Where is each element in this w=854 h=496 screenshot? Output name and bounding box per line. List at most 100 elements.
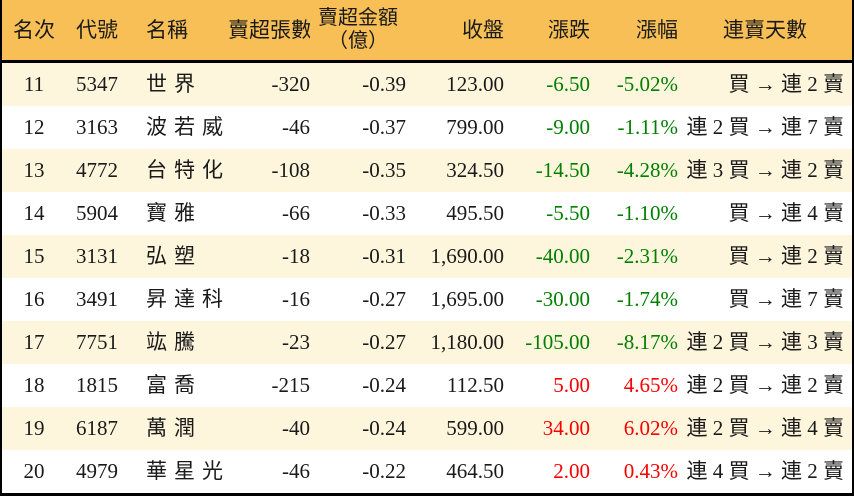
cell-change-pct: -1.74% <box>616 287 678 311</box>
cell-code: 4772 <box>76 158 118 182</box>
cell-streak: 買 → 連 2 賣 <box>728 72 845 96</box>
cell-rank: 11 <box>23 72 45 96</box>
cell-change: -30.00 <box>535 287 590 311</box>
cell-streak: 連 4 買 → 連 2 賣 <box>686 459 845 483</box>
cell-streak: 買 → 連 2 賣 <box>728 244 845 268</box>
cell-streak: 連 2 買 → 連 7 賣 <box>686 115 845 139</box>
header-change-pct: 漲幅 <box>636 18 678 42</box>
header-sell-volume: 賣超張數 <box>228 18 310 42</box>
cell-close: 1,690.00 <box>430 244 505 268</box>
cell-sell-volume: -215 <box>271 373 311 397</box>
table-header: 名次 代號 名稱 賣超張數 賣超金額 （億） 收盤 漲跌 漲幅 連賣天數 <box>2 0 852 63</box>
cell-sell-volume: -46 <box>282 115 310 139</box>
cell-change-pct: -2.31% <box>616 244 678 268</box>
cell-name: 華星光 <box>146 459 228 483</box>
header-close: 收盤 <box>462 18 504 42</box>
cell-sell-volume: -108 <box>271 158 311 182</box>
header-streak: 連賣天數 <box>723 18 807 42</box>
cell-close: 799.00 <box>446 115 504 139</box>
cell-streak: 連 2 買 → 連 2 賣 <box>686 373 845 397</box>
cell-sell-amount: -0.24 <box>362 416 406 440</box>
cell-sell-amount: -0.27 <box>362 287 406 311</box>
cell-sell-volume: -23 <box>282 330 310 354</box>
cell-change-pct: -1.11% <box>617 115 678 139</box>
cell-change: 2.00 <box>553 459 590 483</box>
cell-change-pct: 6.02% <box>623 416 678 440</box>
table-row: 20 4979 華星光 -46 -0.22 464.50 2.00 0.43% … <box>2 450 852 493</box>
table-row: 19 6187 萬潤 -40 -0.24 599.00 34.00 6.02% … <box>2 407 852 450</box>
header-name: 名稱 <box>146 18 188 42</box>
cell-change: -40.00 <box>535 244 590 268</box>
header-code: 代號 <box>76 18 118 42</box>
cell-code: 1815 <box>76 373 118 397</box>
cell-rank: 12 <box>23 115 45 139</box>
cell-rank: 18 <box>23 373 45 397</box>
cell-change: -5.50 <box>546 201 590 225</box>
cell-streak: 買 → 連 7 賣 <box>728 287 845 311</box>
cell-change: 34.00 <box>542 416 590 440</box>
cell-close: 112.50 <box>447 373 504 397</box>
table-row: 12 3163 波若威 -46 -0.37 799.00 -9.00 -1.11… <box>2 106 852 149</box>
cell-close: 599.00 <box>446 416 504 440</box>
header-change: 漲跌 <box>548 18 590 42</box>
table-row: 18 1815 富喬 -215 -0.24 112.50 5.00 4.65% … <box>2 364 852 407</box>
cell-change: 5.00 <box>553 373 590 397</box>
table-row: 14 5904 寶雅 -66 -0.33 495.50 -5.50 -1.10%… <box>2 192 852 235</box>
header-sell-amount-line1: 賣超金額 <box>318 7 398 29</box>
cell-name: 台特化 <box>146 158 228 182</box>
cell-close: 1,695.00 <box>430 287 505 311</box>
header-sell-amount: 賣超金額 （億） <box>310 0 406 60</box>
cell-sell-volume: -66 <box>282 201 310 225</box>
cell-sell-volume: -320 <box>271 72 311 96</box>
cell-rank: 19 <box>23 416 45 440</box>
cell-code: 6187 <box>76 416 118 440</box>
cell-change: -105.00 <box>525 330 590 354</box>
table-row: 15 3131 弘塑 -18 -0.31 1,690.00 -40.00 -2.… <box>2 235 852 278</box>
header-rank: 名次 <box>13 18 55 42</box>
cell-sell-amount: -0.27 <box>362 330 406 354</box>
cell-sell-amount: -0.35 <box>362 158 406 182</box>
cell-rank: 16 <box>23 287 45 311</box>
table-row: 17 7751 竑騰 -23 -0.27 1,180.00 -105.00 -8… <box>2 321 852 364</box>
cell-code: 7751 <box>76 330 118 354</box>
cell-name: 萬潤 <box>146 416 202 440</box>
cell-code: 4979 <box>76 459 118 483</box>
cell-change: -6.50 <box>546 72 590 96</box>
cell-sell-amount: -0.37 <box>362 115 406 139</box>
cell-sell-amount: -0.39 <box>362 72 406 96</box>
header-sell-amount-line2: （億） <box>328 30 388 52</box>
cell-change-pct: -5.02% <box>616 72 678 96</box>
cell-rank: 15 <box>23 244 45 268</box>
cell-streak: 連 2 買 → 連 3 賣 <box>686 330 845 354</box>
cell-change-pct: -1.10% <box>616 201 678 225</box>
cell-close: 464.50 <box>446 459 504 483</box>
cell-code: 3131 <box>76 244 118 268</box>
cell-sell-amount: -0.22 <box>362 459 406 483</box>
cell-streak: 連 2 買 → 連 4 賣 <box>686 416 845 440</box>
cell-close: 123.00 <box>446 72 504 96</box>
cell-rank: 17 <box>23 330 45 354</box>
cell-streak: 買 → 連 4 賣 <box>728 201 845 225</box>
cell-change: -14.50 <box>535 158 590 182</box>
cell-code: 3491 <box>76 287 118 311</box>
cell-name: 富喬 <box>146 373 202 397</box>
cell-rank: 14 <box>23 201 45 225</box>
cell-code: 5347 <box>76 72 118 96</box>
cell-change-pct: -8.17% <box>616 330 678 354</box>
cell-name: 弘塑 <box>146 244 202 268</box>
cell-close: 324.50 <box>446 158 504 182</box>
cell-close: 495.50 <box>446 201 504 225</box>
cell-change-pct: -4.28% <box>616 158 678 182</box>
cell-code: 5904 <box>76 201 118 225</box>
cell-name: 波若威 <box>146 115 228 139</box>
cell-name: 世界 <box>146 72 202 96</box>
cell-change-pct: 4.65% <box>623 373 678 397</box>
cell-sell-volume: -40 <box>282 416 310 440</box>
cell-sell-volume: -16 <box>282 287 310 311</box>
cell-sell-amount: -0.24 <box>362 373 406 397</box>
cell-sell-volume: -18 <box>282 244 310 268</box>
cell-sell-amount: -0.33 <box>362 201 406 225</box>
cell-name: 昇達科 <box>146 287 228 311</box>
cell-name: 寶雅 <box>146 201 202 225</box>
